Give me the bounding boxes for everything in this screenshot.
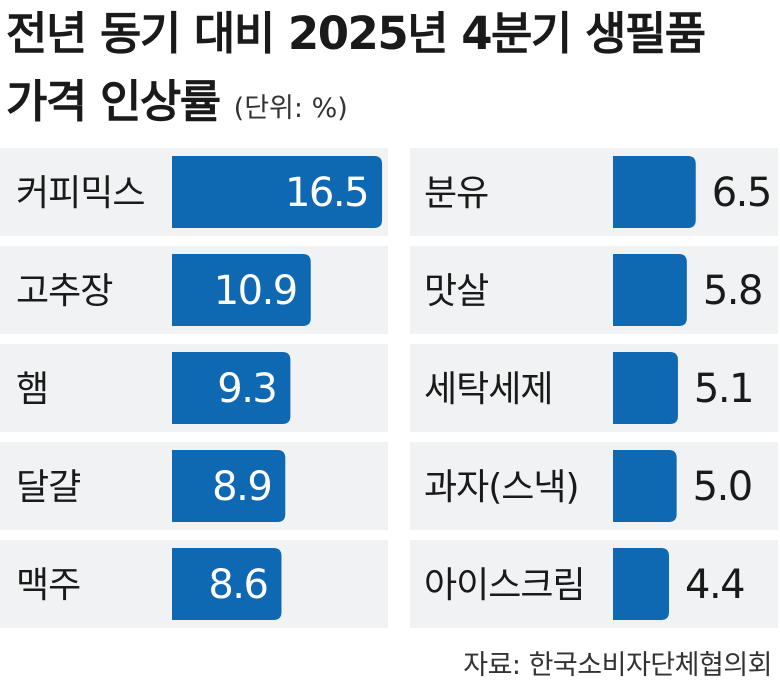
category-label: 과자(스낵) (424, 467, 579, 508)
category-label: 커피믹스 (16, 173, 144, 214)
row-background (410, 246, 778, 334)
bar (613, 352, 678, 424)
category-label: 햄 (16, 369, 48, 410)
value-label: 4.4 (685, 562, 744, 608)
value-label: 10.9 (214, 268, 297, 314)
chart-title-text: 가격 인상률 (6, 75, 221, 128)
bar (613, 254, 687, 326)
row-background (410, 344, 778, 432)
bar (613, 450, 677, 522)
row-background (410, 540, 778, 628)
category-label: 고추장 (16, 271, 112, 312)
value-label: 5.8 (703, 268, 762, 314)
bar (613, 548, 670, 620)
chart-title-line2: 가격 인상률 (단위: %) (6, 68, 348, 143)
category-label: 달걀 (16, 467, 80, 508)
bar (172, 156, 383, 228)
category-label: 세탁세제 (424, 369, 552, 410)
bar (172, 548, 282, 620)
value-label: 16.5 (285, 170, 368, 216)
value-label: 5.1 (694, 366, 753, 412)
bar (172, 450, 286, 522)
unit-label: (단위: %) (233, 93, 348, 124)
value-label: 6.5 (712, 170, 771, 216)
category-label: 맛살 (424, 271, 488, 312)
bar (172, 352, 291, 424)
value-label: 9.3 (217, 366, 276, 412)
row-background (410, 148, 778, 236)
category-label: 아이스크림 (424, 565, 585, 606)
category-label: 분유 (424, 173, 488, 214)
row-background (410, 442, 778, 530)
bar (613, 156, 696, 228)
value-label: 5.0 (693, 464, 752, 510)
chart-title-line1: 전년 동기 대비 2025년 4분기 생필품 (6, 7, 706, 60)
value-label: 8.6 (208, 562, 267, 608)
source-note: 자료: 한국소비자단체협의회 (463, 650, 772, 681)
value-label: 8.9 (212, 464, 271, 510)
category-label: 맥주 (16, 565, 80, 606)
bar (172, 254, 311, 326)
